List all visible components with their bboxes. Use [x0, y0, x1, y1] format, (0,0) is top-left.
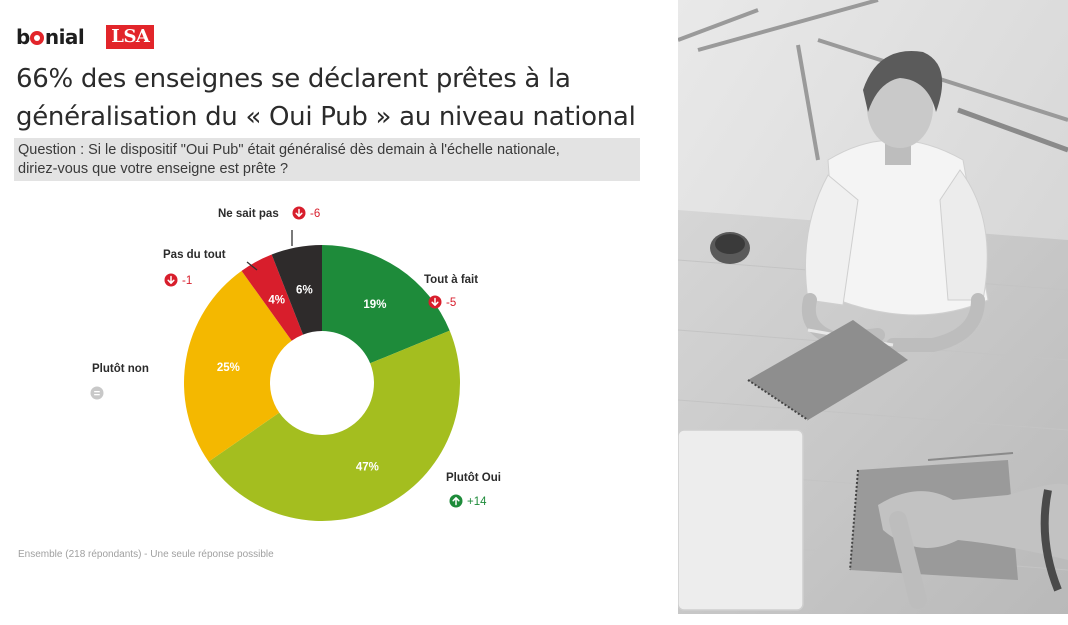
- change-indicators: -5 +14 = -1 -6: [90, 206, 487, 508]
- change-value-tout-a-fait: -5: [446, 297, 456, 309]
- category-labels: Tout à fait Plutôt Oui Plutôt non Pas du to…: [92, 208, 501, 484]
- slice-plutot-oui: [208, 330, 460, 521]
- change-value-ne-sait-pas: -6: [310, 208, 320, 220]
- title-line-1: 66% des enseignes se déclarent prêtes à …: [16, 64, 571, 94]
- slice-plutot-non: [184, 270, 292, 462]
- category-label-plutot-oui: Plutôt Oui: [446, 472, 501, 484]
- change-indicator-pas-du-tout: -1: [164, 273, 192, 287]
- value-label-plutot-non: 25%: [217, 362, 240, 374]
- donut-chart: 19% 47% 25% 4% 6% Tout à fait Plutôt Oui Plutô…: [90, 206, 501, 521]
- change-indicator-plutot-oui: +14: [449, 494, 487, 508]
- slice-tout-a-fait: [322, 245, 450, 364]
- change-value-plutot-non: =: [94, 388, 100, 400]
- category-label-plutot-non: Plutôt non: [92, 363, 149, 375]
- leader-lines: [246, 230, 293, 271]
- slice-pas-du-tout: [241, 254, 304, 341]
- value-label-plutot-oui: 47%: [356, 461, 379, 473]
- change-equal-icon: [90, 386, 104, 400]
- change-value-plutot-oui: +14: [467, 496, 487, 508]
- value-label-tout-a-fait: 19%: [363, 299, 386, 311]
- slice-ne-sait-pas: [271, 245, 322, 335]
- leader-line-pas-du-tout: [246, 261, 258, 271]
- arrow-down-icon: [295, 208, 303, 217]
- value-label-ne-sait-pas: 6%: [296, 285, 313, 297]
- arrow-down-icon: [431, 297, 439, 306]
- change-indicator-ne-sait-pas: -6: [292, 206, 320, 220]
- category-label-tout-a-fait: Tout à fait: [424, 274, 478, 286]
- value-label-pas-du-tout: 4%: [268, 295, 285, 307]
- question-line-2: diriez-vous que votre enseigne est prête…: [18, 161, 289, 177]
- title-line-2: généralisation du « Oui Pub » au niveau …: [16, 102, 636, 132]
- page-title: 66% des enseignes se déclarent prêtes à …: [16, 60, 656, 136]
- question-line-1: Question : Si le dispositif "Oui Pub" ét…: [18, 142, 560, 158]
- change-value-pas-du-tout: -1: [182, 275, 192, 287]
- donut-slices: [184, 245, 460, 521]
- question-box: Question : Si le dispositif "Oui Pub" ét…: [14, 138, 640, 181]
- category-label-pas-du-tout: Pas du tout: [163, 249, 226, 261]
- footnote: Ensemble (218 répondants) - Une seule ré…: [18, 549, 274, 560]
- lsa-logo: LSA: [106, 25, 155, 49]
- arrow-down-icon: [167, 275, 175, 284]
- bonial-logo: b nial: [16, 25, 85, 49]
- office-photo: [678, 0, 1068, 614]
- change-indicator-tout-a-fait: -5: [428, 295, 456, 309]
- change-indicator-plutot-non: =: [90, 386, 104, 400]
- donut-value-labels: 19% 47% 25% 4% 6%: [217, 285, 387, 474]
- logos: b nial LSA: [16, 24, 155, 50]
- category-label-ne-sait-pas: Ne sait pas: [218, 208, 279, 220]
- arrow-up-icon: [452, 497, 460, 506]
